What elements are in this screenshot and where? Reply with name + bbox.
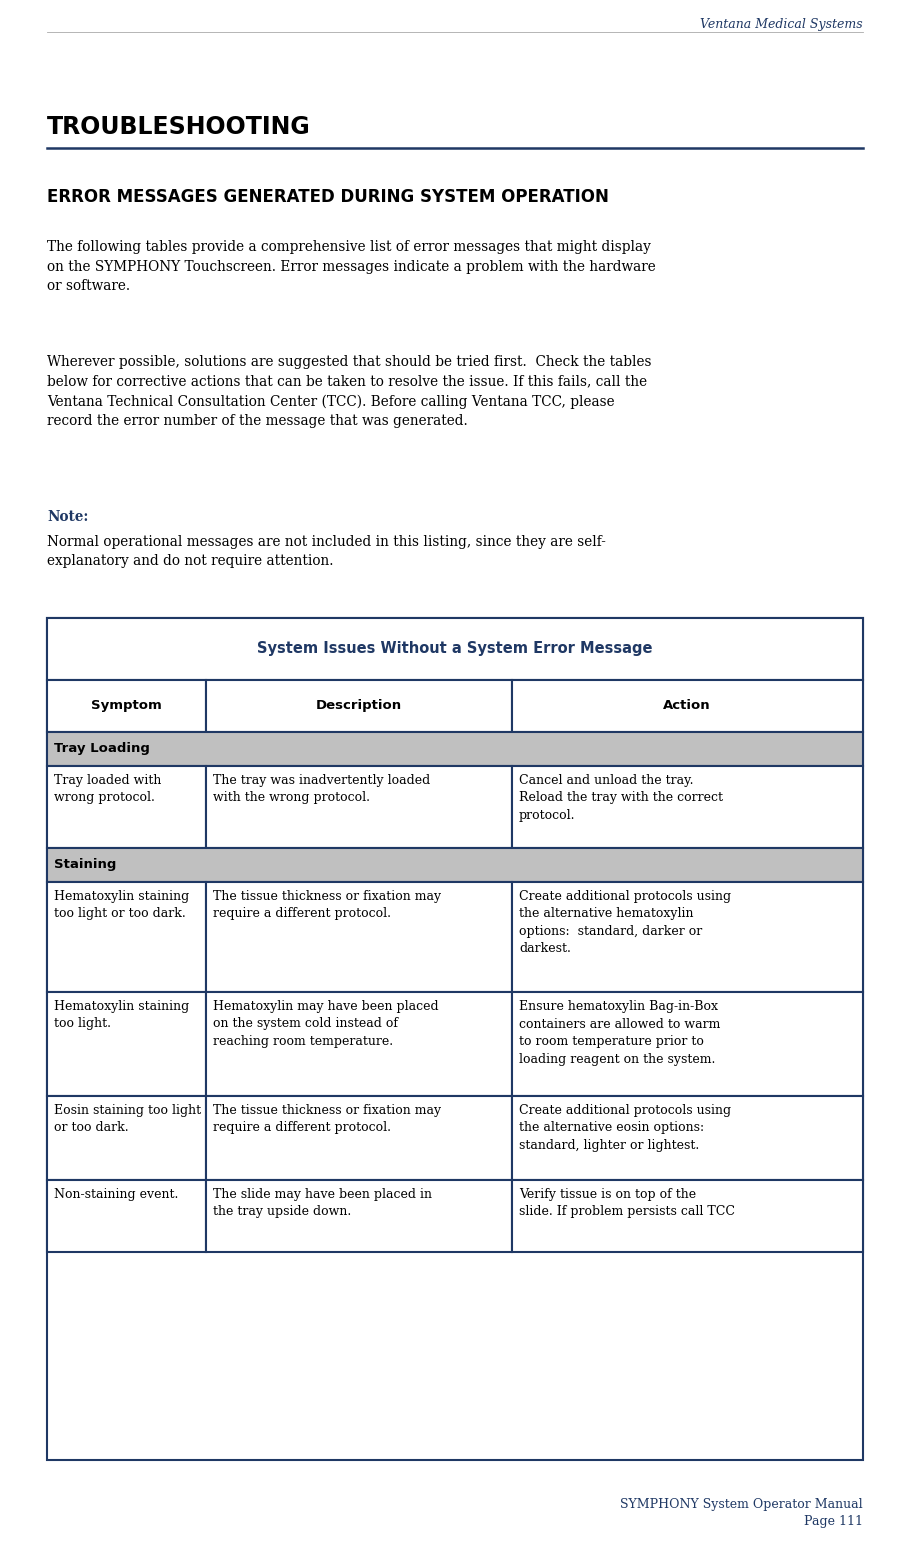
Text: ERROR MESSAGES GENERATED DURING SYSTEM OPERATION: ERROR MESSAGES GENERATED DURING SYSTEM O…: [47, 188, 609, 205]
Bar: [47, 732, 863, 767]
Bar: [512, 1181, 863, 1251]
Bar: [512, 881, 863, 993]
Text: Hematoxylin may have been placed
on the system cold instead of
reaching room tem: Hematoxylin may have been placed on the …: [213, 1000, 439, 1047]
Bar: [207, 881, 512, 993]
Text: Staining: Staining: [54, 859, 117, 872]
Bar: [47, 993, 207, 1096]
Bar: [207, 681, 512, 732]
Bar: [47, 848, 863, 881]
Text: Cancel and unload the tray.
Reload the tray with the correct
protocol.: Cancel and unload the tray. Reload the t…: [519, 775, 723, 822]
Bar: [207, 767, 512, 848]
Text: The following tables provide a comprehensive list of error messages that might d: The following tables provide a comprehen…: [47, 240, 656, 293]
Bar: [47, 1096, 207, 1181]
Text: Description: Description: [316, 699, 402, 712]
Text: Hematoxylin staining
too light or too dark.: Hematoxylin staining too light or too da…: [54, 891, 189, 920]
Text: Tray loaded with
wrong protocol.: Tray loaded with wrong protocol.: [54, 775, 161, 804]
Text: Normal operational messages are not included in this listing, since they are sel: Normal operational messages are not incl…: [47, 535, 606, 569]
Text: Non-staining event.: Non-staining event.: [54, 1189, 178, 1201]
Text: Symptom: Symptom: [92, 699, 162, 712]
Text: Wherever possible, solutions are suggested that should be tried first.  Check th: Wherever possible, solutions are suggest…: [47, 354, 651, 428]
Bar: [47, 1181, 207, 1251]
Text: Create additional protocols using
the alternative hematoxylin
options:  standard: Create additional protocols using the al…: [519, 891, 731, 955]
Bar: [207, 993, 512, 1096]
Bar: [512, 993, 863, 1096]
Bar: [47, 681, 207, 732]
Bar: [512, 681, 863, 732]
Text: The slide may have been placed in
the tray upside down.: The slide may have been placed in the tr…: [213, 1189, 432, 1218]
Bar: [47, 618, 863, 681]
Text: Hematoxylin staining
too light.: Hematoxylin staining too light.: [54, 1000, 189, 1030]
Bar: [207, 1096, 512, 1181]
Text: Note:: Note:: [47, 510, 89, 524]
Text: SYMPHONY System Operator Manual
Page 111: SYMPHONY System Operator Manual Page 111: [620, 1497, 863, 1527]
Text: Ventana Medical Systems: Ventana Medical Systems: [700, 17, 863, 31]
Bar: [47, 881, 207, 993]
Text: System Issues Without a System Error Message: System Issues Without a System Error Mes…: [257, 641, 652, 657]
Text: Eosin staining too light
or too dark.: Eosin staining too light or too dark.: [54, 1104, 201, 1135]
Text: The tissue thickness or fixation may
require a different protocol.: The tissue thickness or fixation may req…: [213, 891, 441, 920]
Bar: [207, 1181, 512, 1251]
Bar: [512, 1096, 863, 1181]
Bar: [47, 618, 863, 1460]
Text: Tray Loading: Tray Loading: [54, 743, 150, 756]
Text: The tissue thickness or fixation may
require a different protocol.: The tissue thickness or fixation may req…: [213, 1104, 441, 1135]
Text: Action: Action: [663, 699, 711, 712]
Bar: [47, 767, 207, 848]
Text: TROUBLESHOOTING: TROUBLESHOOTING: [47, 114, 311, 140]
Text: The tray was inadvertently loaded
with the wrong protocol.: The tray was inadvertently loaded with t…: [213, 775, 430, 804]
Text: Ensure hematoxylin Bag-in-Box
containers are allowed to warm
to room temperature: Ensure hematoxylin Bag-in-Box containers…: [519, 1000, 720, 1066]
Text: Verify tissue is on top of the
slide. If problem persists call TCC: Verify tissue is on top of the slide. If…: [519, 1189, 735, 1218]
Bar: [512, 767, 863, 848]
Text: Create additional protocols using
the alternative eosin options:
standard, light: Create additional protocols using the al…: [519, 1104, 731, 1152]
